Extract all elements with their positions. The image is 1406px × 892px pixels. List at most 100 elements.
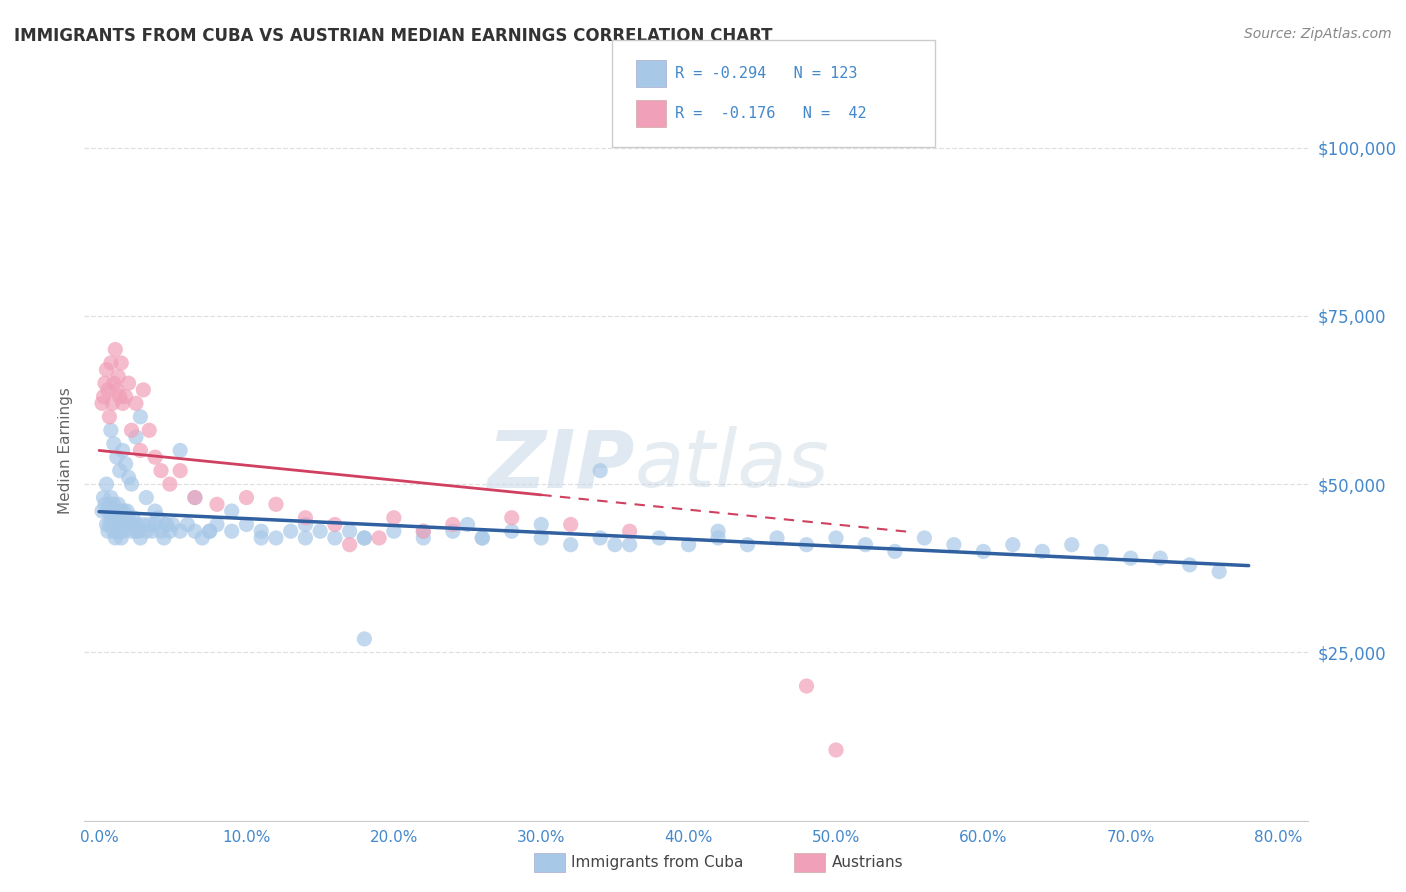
Point <box>110 504 132 518</box>
Point <box>184 524 207 539</box>
Point <box>169 524 191 539</box>
Point <box>501 524 523 539</box>
Point <box>128 524 150 539</box>
Point <box>103 497 125 511</box>
Point <box>198 524 221 539</box>
Point <box>382 524 405 539</box>
Point <box>143 517 166 532</box>
Point <box>98 497 121 511</box>
Point <box>353 531 375 545</box>
Point <box>100 356 122 370</box>
Point <box>107 369 129 384</box>
Point <box>1208 565 1230 579</box>
Point <box>112 524 135 539</box>
Point <box>108 390 131 404</box>
Point <box>101 396 124 410</box>
Point <box>117 470 139 484</box>
Point <box>112 504 135 518</box>
Point <box>250 524 273 539</box>
Point <box>796 538 818 552</box>
Point <box>796 679 818 693</box>
Point <box>143 450 166 465</box>
Point <box>159 524 181 539</box>
Point <box>91 504 114 518</box>
Text: Immigrants from Cuba: Immigrants from Cuba <box>571 855 744 870</box>
Point <box>111 396 134 410</box>
Point <box>105 524 128 539</box>
Point <box>101 517 124 532</box>
Point <box>117 510 139 524</box>
Point <box>294 517 316 532</box>
Point <box>150 464 173 478</box>
Point <box>125 430 148 444</box>
Point <box>619 524 641 539</box>
Point <box>339 524 361 539</box>
Point <box>250 531 273 545</box>
Point <box>105 450 128 465</box>
Point <box>560 517 582 532</box>
Point <box>855 538 877 552</box>
Point <box>264 497 287 511</box>
Point <box>353 531 375 545</box>
Text: Austrians: Austrians <box>832 855 904 870</box>
Point <box>530 517 553 532</box>
Point <box>132 383 155 397</box>
Point <box>825 531 848 545</box>
Point <box>107 497 129 511</box>
Point <box>96 517 118 532</box>
Point <box>103 376 125 391</box>
Point <box>198 524 221 539</box>
Point <box>589 531 612 545</box>
Point <box>1060 538 1083 552</box>
Point <box>117 376 139 391</box>
Point <box>138 517 160 532</box>
Point <box>100 491 122 505</box>
Point <box>972 544 994 558</box>
Text: Source: ZipAtlas.com: Source: ZipAtlas.com <box>1244 27 1392 41</box>
Point <box>146 510 169 524</box>
Point <box>104 531 127 545</box>
Point <box>141 524 163 539</box>
Point <box>221 504 243 518</box>
Point <box>205 517 228 532</box>
Point <box>169 443 191 458</box>
Point <box>103 436 125 450</box>
Point <box>737 538 759 552</box>
Point <box>1149 551 1171 566</box>
Point <box>471 531 494 545</box>
Point <box>707 531 730 545</box>
Point <box>530 531 553 545</box>
Point <box>110 531 132 545</box>
Point <box>129 531 152 545</box>
Point <box>114 510 136 524</box>
Point <box>412 524 434 539</box>
Point <box>825 743 848 757</box>
Point <box>121 524 143 539</box>
Point <box>98 409 121 424</box>
Point <box>294 510 316 524</box>
Point <box>441 524 464 539</box>
Point <box>121 423 143 437</box>
Point <box>125 396 148 410</box>
Point <box>589 464 612 478</box>
Point <box>648 531 671 545</box>
Point <box>560 538 582 552</box>
Point <box>104 510 127 524</box>
Point <box>111 517 134 532</box>
Point <box>205 497 228 511</box>
Point <box>98 517 121 532</box>
Point <box>412 524 434 539</box>
Point <box>135 524 157 539</box>
Point <box>884 544 907 558</box>
Point <box>103 524 125 539</box>
Point <box>127 517 149 532</box>
Point <box>501 510 523 524</box>
Point <box>100 423 122 437</box>
Point <box>1031 544 1053 558</box>
Point <box>143 504 166 518</box>
Point <box>114 457 136 471</box>
Point <box>1001 538 1024 552</box>
Point <box>766 531 789 545</box>
Point <box>105 383 128 397</box>
Point <box>162 517 184 532</box>
